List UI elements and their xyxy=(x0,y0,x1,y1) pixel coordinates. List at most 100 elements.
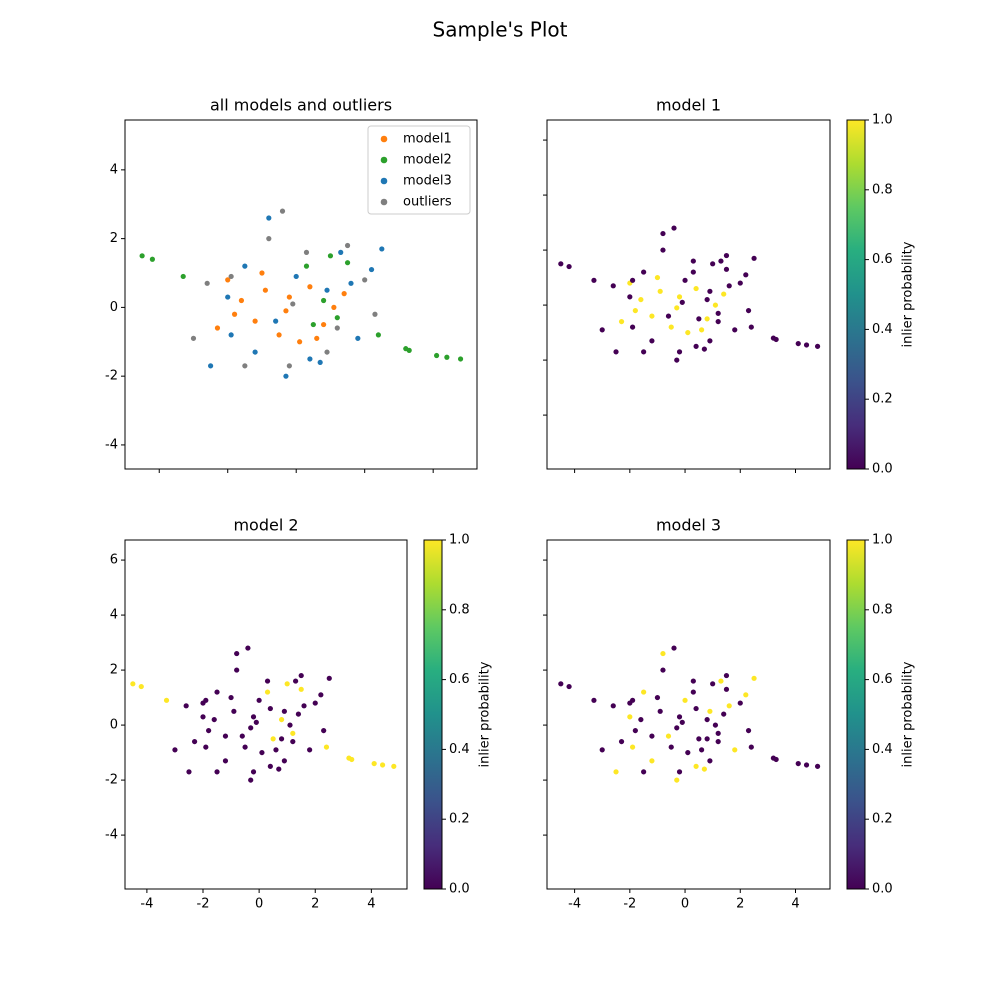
point xyxy=(696,316,702,322)
point xyxy=(331,304,337,310)
point xyxy=(723,266,730,272)
point xyxy=(355,335,361,341)
point xyxy=(228,694,234,701)
point xyxy=(371,760,377,767)
point xyxy=(279,208,286,214)
point xyxy=(676,714,683,720)
point xyxy=(715,318,721,325)
point xyxy=(231,311,238,317)
point xyxy=(234,650,240,657)
colorbar-tick-label: 0.4 xyxy=(872,742,893,757)
colorbar-tick-label: 0.6 xyxy=(872,252,893,267)
point xyxy=(130,681,136,687)
point xyxy=(704,716,710,723)
point xyxy=(701,766,707,772)
point xyxy=(248,777,254,783)
point xyxy=(276,332,282,338)
subplot-title: model 1 xyxy=(656,96,721,115)
point xyxy=(286,363,292,369)
point xyxy=(610,703,616,709)
y-tick-label: 6 xyxy=(110,553,118,568)
point xyxy=(242,744,248,750)
point xyxy=(732,327,738,333)
point xyxy=(238,297,245,304)
point xyxy=(203,744,209,750)
point xyxy=(814,763,821,769)
point xyxy=(715,310,721,316)
point xyxy=(668,324,674,330)
colorbar-tick-label: 0.6 xyxy=(872,672,893,687)
legend-label: model2 xyxy=(403,153,452,168)
y-tick-label: -2 xyxy=(105,369,118,384)
plot-area xyxy=(558,225,821,363)
x-tick-label: -2 xyxy=(197,897,210,912)
colorbar xyxy=(846,539,866,890)
point xyxy=(674,357,680,363)
axes-frame xyxy=(546,539,831,890)
point xyxy=(682,277,688,283)
point xyxy=(338,249,344,255)
point xyxy=(566,263,572,270)
point xyxy=(610,283,616,289)
point xyxy=(290,301,296,307)
point xyxy=(314,335,320,341)
point xyxy=(278,716,285,723)
point xyxy=(638,296,644,303)
point xyxy=(303,249,310,255)
legend-marker xyxy=(380,135,388,143)
point xyxy=(696,736,702,742)
point xyxy=(654,274,661,281)
point xyxy=(266,215,272,221)
point xyxy=(211,716,217,723)
point xyxy=(245,645,251,651)
legend-label: outliers xyxy=(403,195,452,210)
colorbar-tick-label: 0.2 xyxy=(872,812,893,827)
point xyxy=(298,686,304,692)
point xyxy=(558,681,564,687)
colorbar-tick-label: 0.4 xyxy=(449,742,470,757)
legend-box xyxy=(367,125,471,215)
point xyxy=(183,703,189,709)
point xyxy=(726,703,732,709)
point xyxy=(627,714,633,720)
colorbar xyxy=(846,119,866,470)
point xyxy=(163,697,170,703)
point xyxy=(693,705,699,712)
point xyxy=(660,247,666,253)
point xyxy=(674,305,680,311)
point xyxy=(654,694,661,701)
axes-frame xyxy=(124,119,478,470)
y-tick-label: 0 xyxy=(110,300,118,315)
point xyxy=(674,777,680,783)
point xyxy=(253,719,259,725)
colorbar xyxy=(423,539,443,890)
point xyxy=(618,318,625,325)
point xyxy=(242,263,248,269)
point xyxy=(803,342,810,348)
point xyxy=(699,327,705,333)
point xyxy=(704,316,710,322)
point xyxy=(745,727,752,734)
point xyxy=(323,744,330,750)
point xyxy=(287,722,293,728)
point xyxy=(312,700,318,706)
colorbar-tick-label: 1.0 xyxy=(872,533,893,548)
point xyxy=(773,336,779,343)
point xyxy=(326,675,332,681)
plot-area xyxy=(139,208,464,379)
point xyxy=(264,678,271,684)
point xyxy=(190,335,197,341)
subplot-title: all models and outliers xyxy=(210,96,392,115)
x-tick-label: 0 xyxy=(255,897,263,912)
point xyxy=(641,269,647,275)
point xyxy=(250,769,257,775)
point xyxy=(298,672,304,679)
legend-marker xyxy=(380,156,388,164)
point xyxy=(250,714,257,720)
colorbar-tick-label: 1.0 xyxy=(449,533,470,548)
point xyxy=(295,711,302,717)
point xyxy=(558,261,564,267)
point xyxy=(671,225,677,231)
point xyxy=(324,349,330,355)
point xyxy=(743,692,749,698)
